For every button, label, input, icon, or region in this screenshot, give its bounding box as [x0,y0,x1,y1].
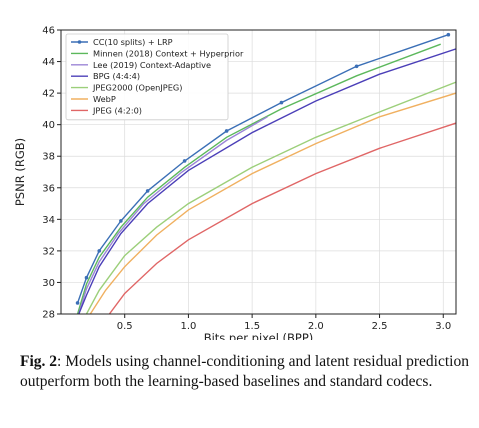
x-axis-label: Bits per pixel (BPP) [204,331,314,340]
y-tick-label: 28 [42,310,55,321]
series-line-2 [78,116,268,314]
y-tick-label: 30 [42,278,55,289]
legend-entry: Minnen (2018) Context + Hyperprior [93,48,244,58]
figure-caption-text: : Models using channel-conditioning and … [20,353,469,390]
series-line-3 [78,48,456,314]
data-point-0 [84,275,89,280]
x-tick-label: 1.5 [244,321,260,332]
data-point-0 [224,129,229,133]
x-tick-label: 2.5 [372,321,388,332]
data-point-0 [75,301,80,305]
legend-entry: BPG (4:4:4) [93,71,140,81]
y-tick-label: 34 [42,215,55,226]
legend-entry: JPEG2000 (OpenJPEG) [92,83,182,93]
legend-entry: Lee (2019) Context-Adaptive [93,60,211,70]
legend-marker [77,40,82,44]
series-line-6 [108,122,456,314]
data-point-0 [97,249,102,253]
legend-box [65,33,229,121]
data-point-0 [446,32,451,37]
legend-entry: WebP [93,94,116,104]
psnr-vs-bpp-chart: 0.5 1.0 1.5 2.0 2.5 3.0 28 30 32 34 36 38 40 42 44 46 Bi… [13,26,457,340]
figure-caption-label: Fig. 2 [20,353,58,370]
figure-caption: Fig. 2: Models using channel-conditionin… [20,352,470,392]
chart-figure: 0.5 1.0 1.5 2.0 2.5 3.0 28 30 32 34 36 38 40 42 44 46 Bi… [13,26,457,340]
series-line-4 [85,81,456,314]
y-tick-label: 44 [42,57,55,68]
y-axis-label: PSNR (RGB) [13,138,27,206]
series-line-1 [76,43,441,314]
data-point-0 [119,219,123,223]
y-tick-label: 36 [42,183,55,194]
legend-entry: JPEG (4:2:0) [92,105,142,115]
y-tick-label: 38 [42,152,55,163]
series-line-5 [89,92,456,314]
series-line-0 [76,34,449,304]
y-tick-label: 40 [42,120,55,131]
y-tick-label: 46 [42,26,55,37]
x-tick-label: 3.0 [435,321,451,332]
x-tick-label: 2.0 [308,321,324,332]
plot-frame [60,29,457,315]
data-point-0 [279,100,284,105]
y-tick-label: 32 [42,246,55,257]
legend-entry: CC(10 splits) + LRP [93,37,173,47]
data-point-0 [354,64,359,69]
x-tick-label: 1.0 [180,321,196,332]
x-tick-label: 0.5 [117,321,133,332]
data-point-0 [145,189,150,193]
data-point-0 [182,159,187,163]
y-tick-label: 42 [42,89,55,100]
